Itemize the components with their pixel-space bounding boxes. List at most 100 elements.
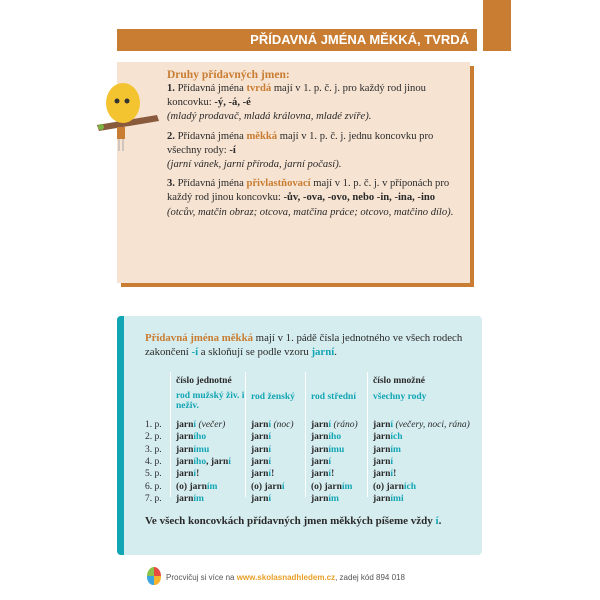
ending: í (268, 420, 272, 430)
stem: jarn (373, 493, 391, 504)
ending: ího (193, 432, 207, 443)
table-cell: jarní (251, 493, 271, 505)
ending: í (390, 456, 394, 467)
stem: (večery, noci, rána) (393, 420, 470, 430)
case-label: 3. p. (145, 444, 162, 455)
column-header: rod mužský živ. i neživ. (176, 391, 245, 411)
case-label: 5. p. (145, 469, 162, 480)
stem: jarn (251, 493, 269, 504)
type-num: 2. (167, 130, 175, 142)
type-key: měkká (246, 130, 278, 142)
table-cell: (o) jarním (311, 481, 352, 493)
table-cell: (o) jarní (251, 481, 285, 493)
stem: (o) jarn (251, 481, 282, 492)
type-endings: -í (229, 144, 236, 156)
soft-adjectives-box (117, 316, 482, 555)
ending: í (268, 469, 272, 480)
table-cell: jarní (večer) (176, 419, 225, 431)
table-cell: jarnímu (311, 444, 344, 456)
stem: jarn (176, 420, 194, 430)
footer-code: , zadej kód 894 018 (335, 573, 405, 582)
stem: (o) jarn (373, 481, 404, 492)
type-example: (jarní vánek, jarní příroda, jarní počas… (167, 159, 342, 171)
table-cell: jarním (311, 493, 339, 505)
column-header: rod střední (311, 392, 356, 402)
type-b: mají v 1. p. č. j. pro každý rod jinou k… (167, 83, 426, 109)
ending: í (193, 469, 197, 480)
stem: ! (393, 469, 397, 480)
table-cell: jarním (373, 444, 401, 456)
case-label: 2. p. (145, 432, 162, 443)
intro-text-2: a skloňují se podle vzoru (198, 346, 312, 358)
owl-icon (97, 83, 159, 151)
table-cell: jarní! (373, 468, 396, 480)
stem: jarn (373, 456, 391, 467)
column-divider (305, 372, 306, 497)
table-cell: jarní (311, 456, 331, 468)
stem: jarn (373, 432, 391, 443)
column-divider (245, 372, 246, 497)
stem: jarn (311, 456, 329, 467)
ending: í (281, 481, 285, 492)
table-cell: jarním (176, 493, 204, 505)
ending: í (390, 469, 394, 480)
intro-key: Přídavná jména měkká (145, 332, 253, 344)
ending: ím (206, 481, 218, 492)
footer: Procvičuj si více na www.skolasnadhledem… (166, 573, 405, 582)
conclusion-text: Ve všech koncovkách přídavných jmen měkk… (145, 515, 436, 527)
column-header: všechny rody (373, 392, 427, 402)
column-header: rod ženský (251, 392, 295, 402)
stem: jarn (176, 456, 194, 467)
table-cell: jarních (373, 431, 403, 443)
table-cell: (o) jarním (176, 481, 217, 493)
ending: í (328, 469, 332, 480)
table-cell: jarní (373, 456, 393, 468)
stem: jarn (311, 444, 329, 455)
ending: í (328, 420, 332, 430)
type-example: (otcův, matčin obraz; otcova, matčina pr… (167, 206, 454, 218)
stem: jarn (176, 444, 194, 455)
stem: jarn (176, 432, 194, 443)
table-cell: (o) jarních (373, 481, 416, 493)
group-singular: číslo jednotné (176, 376, 232, 386)
balloon-icon (147, 567, 161, 585)
stem: jarn (251, 469, 269, 480)
table-cell: jarní (ráno) (311, 419, 358, 431)
stem: jarn (311, 469, 329, 480)
case-label: 7. p. (145, 493, 162, 504)
stem: (o) jarn (311, 481, 342, 492)
stem: jarn (176, 493, 194, 504)
ending: ímu (193, 444, 210, 455)
ending: ím (390, 444, 401, 455)
table-cell: jarní (251, 456, 271, 468)
type-b: mají v 1. p. č. j. v příponách pro každý… (167, 178, 450, 204)
stem: jarn (311, 420, 329, 430)
type-example: (mladý prodavač, mladá královna, mladé z… (167, 111, 372, 123)
page-tab (483, 0, 511, 51)
footer-link[interactable]: www.skolasnadhledem.cz (236, 573, 336, 582)
type-num: 3. (167, 178, 175, 190)
stem: jarn (251, 456, 269, 467)
stem: ! (271, 469, 275, 480)
table-cell: jarního (176, 431, 206, 443)
type-a: Přídavná jména (174, 130, 247, 142)
type-b: mají v 1. p. č. j. jednu koncovku pro vš… (167, 130, 434, 156)
stem: jarn (373, 469, 391, 480)
footer-text: Procvičuj si více na (166, 573, 237, 582)
intro-model: jarní (311, 346, 335, 358)
ending: ího (328, 432, 342, 443)
stem: (ráno) (331, 420, 358, 430)
ending: í (268, 456, 272, 467)
type-a: Přídavná jména (174, 83, 247, 94)
type-item: 2. Přídavná jména měkká mají v 1. p. č. … (167, 130, 467, 173)
conclusion-ending: í (435, 515, 439, 527)
type-item: 3. Přídavná jména přivlastňovací mají v … (167, 177, 467, 220)
soft-intro: Přídavná jména měkká mají v 1. pádě čísl… (145, 331, 475, 359)
stem: ! (196, 469, 200, 480)
stem: jarn (176, 469, 194, 480)
conclusion-dot: . (438, 515, 442, 527)
ending: ím (328, 493, 339, 504)
stem: (večer) (196, 420, 226, 430)
ending: ích (390, 432, 403, 443)
accent-strip (117, 316, 124, 555)
